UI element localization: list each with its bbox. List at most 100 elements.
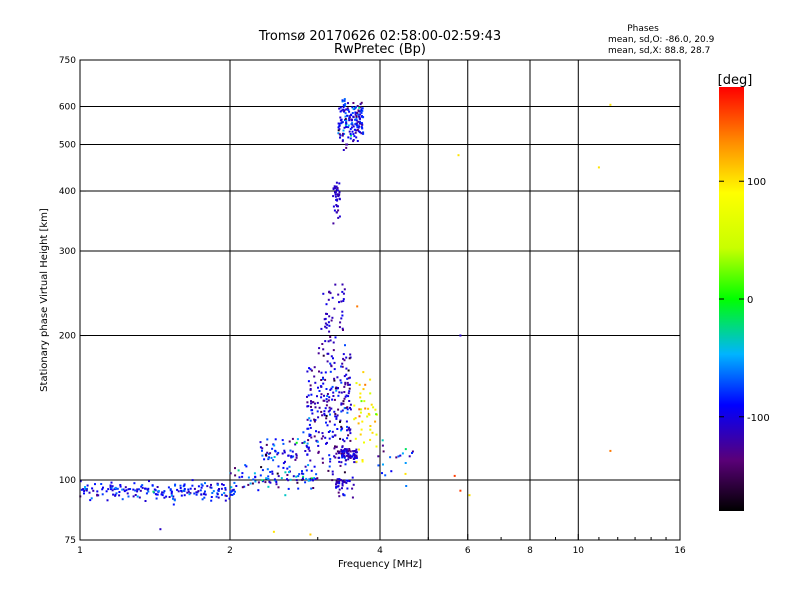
data-point <box>335 204 338 206</box>
data-point <box>229 472 232 475</box>
x-tick-label: 2 <box>227 546 233 556</box>
data-point <box>341 454 343 457</box>
data-point <box>337 452 340 455</box>
data-point <box>335 452 338 455</box>
data-point <box>168 496 171 498</box>
data-point <box>170 490 173 493</box>
data-point <box>263 458 266 461</box>
data-point <box>348 357 351 360</box>
data-point <box>320 379 323 381</box>
data-point <box>310 409 313 412</box>
data-point <box>317 416 320 419</box>
data-point <box>261 479 264 482</box>
data-point <box>220 487 223 490</box>
data-point <box>352 450 355 453</box>
data-point <box>322 435 325 438</box>
data-point <box>333 455 336 458</box>
data-point <box>338 301 340 304</box>
stats-line-x: mean, sd,X: 88.8, 28.7 <box>608 46 710 56</box>
data-point <box>291 437 294 440</box>
data-point <box>382 450 385 453</box>
data-point <box>147 490 150 493</box>
data-point <box>345 481 348 484</box>
data-point <box>328 324 331 327</box>
data-point <box>310 477 313 480</box>
data-point <box>336 428 339 430</box>
data-point <box>176 488 179 491</box>
data-point <box>329 413 331 416</box>
data-point <box>288 440 291 443</box>
data-point <box>307 447 310 450</box>
data-point <box>401 452 404 455</box>
data-point <box>327 410 330 413</box>
data-point <box>338 197 341 200</box>
data-point <box>341 365 344 368</box>
data-point <box>361 460 364 463</box>
data-point <box>310 405 312 408</box>
data-point <box>88 491 91 494</box>
data-point <box>355 448 358 451</box>
data-point <box>324 340 327 343</box>
data-point <box>337 205 339 208</box>
data-point <box>328 454 331 457</box>
data-point <box>183 494 186 497</box>
data-point <box>343 109 346 112</box>
data-point <box>346 107 349 110</box>
data-point <box>342 353 345 356</box>
data-point <box>90 497 93 500</box>
data-point <box>221 483 223 486</box>
data-point <box>315 439 318 442</box>
data-point <box>335 445 338 448</box>
data-point <box>358 115 360 118</box>
data-point <box>320 371 323 374</box>
data-point <box>257 481 260 484</box>
data-point <box>264 481 267 484</box>
data-point <box>344 102 347 105</box>
data-point <box>334 415 337 418</box>
data-point <box>302 431 305 434</box>
data-point <box>193 492 196 495</box>
data-point <box>141 486 144 489</box>
data-point <box>151 484 154 487</box>
data-point <box>348 117 351 120</box>
data-point <box>323 394 325 397</box>
data-point <box>352 483 355 486</box>
data-point <box>359 131 361 134</box>
data-point <box>200 493 203 496</box>
data-point <box>318 347 321 350</box>
data-point <box>125 489 128 492</box>
data-point <box>354 131 357 134</box>
data-point <box>291 450 294 453</box>
data-point <box>308 417 311 420</box>
data-point <box>351 476 354 479</box>
data-point <box>348 383 351 386</box>
data-point <box>238 476 241 479</box>
data-point <box>313 420 316 423</box>
data-point <box>322 354 325 357</box>
data-point <box>148 480 150 483</box>
data-point <box>390 470 393 473</box>
data-point <box>233 481 236 484</box>
data-point <box>345 420 348 423</box>
data-point <box>334 413 337 415</box>
data-point <box>272 530 275 533</box>
data-point <box>331 296 334 299</box>
data-point <box>311 412 314 415</box>
data-point <box>86 484 89 487</box>
data-point <box>347 450 350 452</box>
data-point <box>355 106 357 109</box>
data-point <box>286 467 289 470</box>
x-axis-label: Frequency [MHz] <box>338 559 422 570</box>
data-point <box>358 117 361 120</box>
data-point <box>344 459 347 462</box>
data-point <box>284 460 286 463</box>
data-point <box>201 498 204 501</box>
data-point <box>330 355 333 358</box>
data-point <box>339 321 342 324</box>
data-point <box>341 283 344 286</box>
data-point <box>358 106 361 109</box>
data-point <box>275 481 278 483</box>
data-point <box>195 493 198 496</box>
data-point <box>136 490 139 493</box>
data-point <box>211 492 214 494</box>
